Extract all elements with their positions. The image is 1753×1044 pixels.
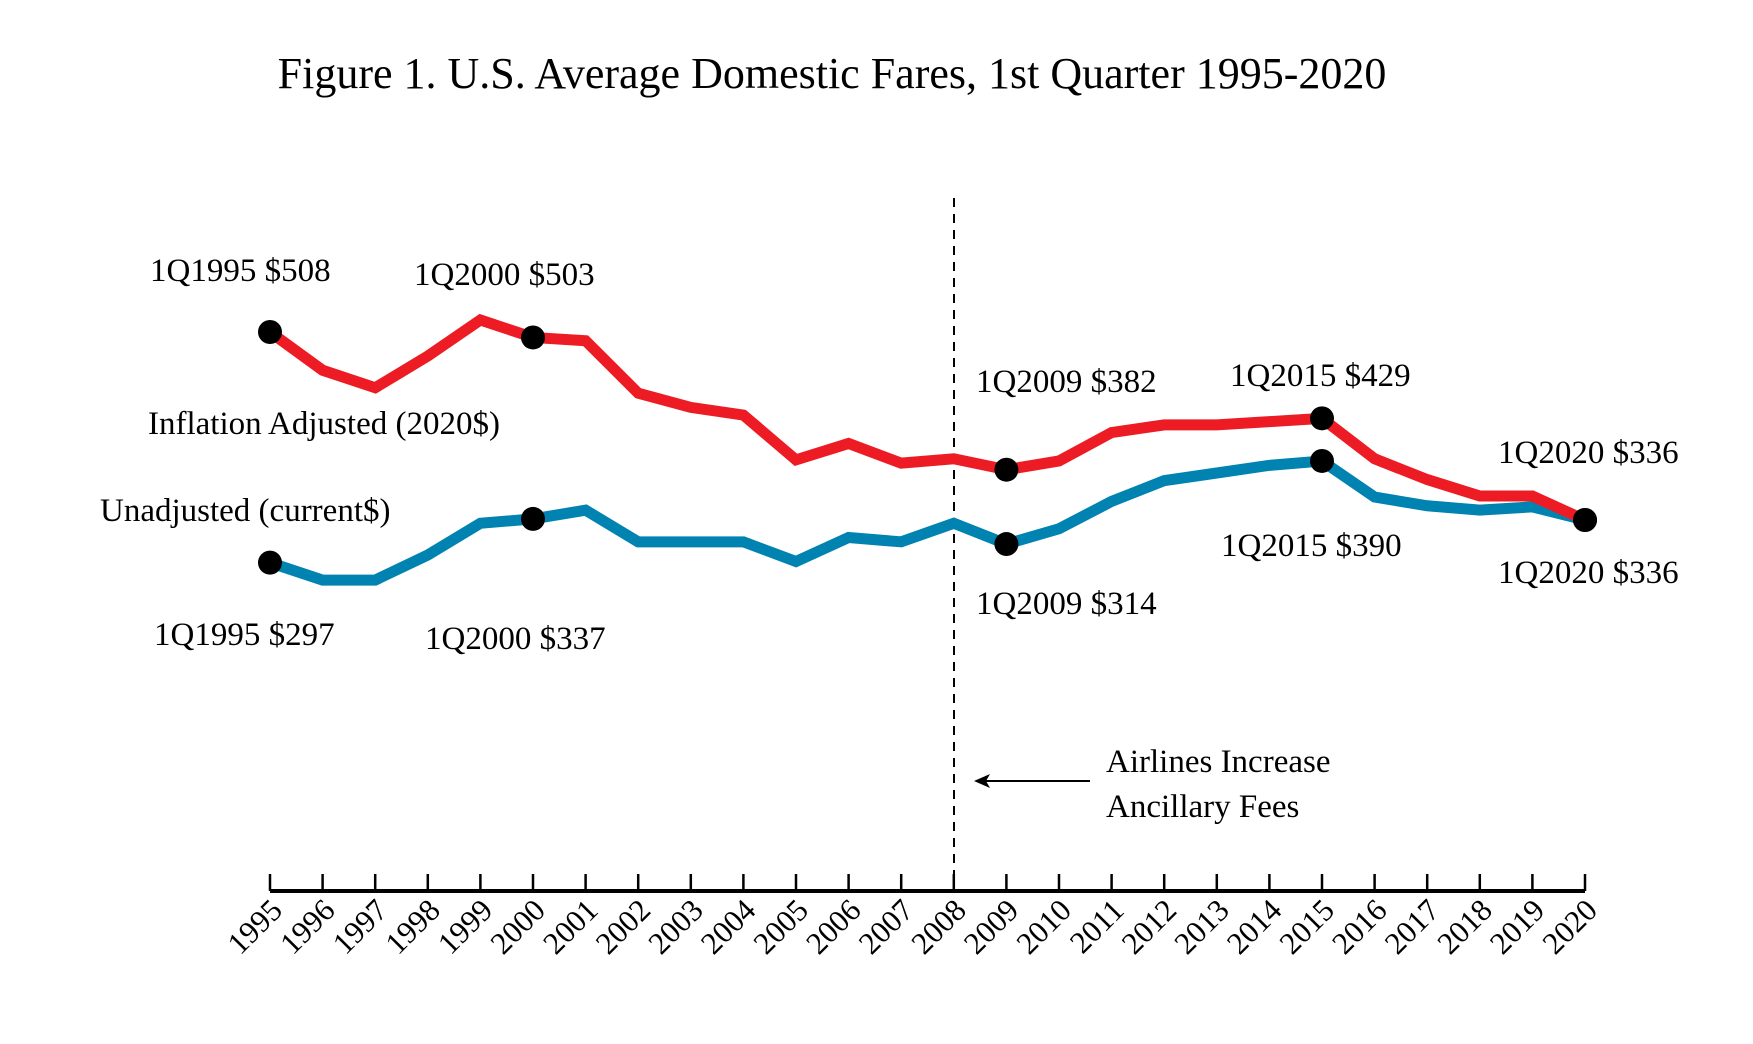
series-lines xyxy=(266,313,1588,586)
x-tick-label-2011: 2011 xyxy=(1063,892,1131,960)
event-label-line2: Ancillary Fees xyxy=(1106,789,1299,825)
event-label-line1: Airlines Increase xyxy=(1106,744,1330,780)
x-tick-label-2004: 2004 xyxy=(694,892,763,961)
data-point-1995-unadjusted xyxy=(258,550,282,575)
data-point-2000-unadjusted xyxy=(521,506,545,531)
annotation-1q2015-adjusted: 1Q2015 $429 xyxy=(1230,358,1411,394)
event-marker: Airlines Increase Ancillary Fees xyxy=(953,198,1330,891)
x-tick-label-1996: 1996 xyxy=(273,892,342,961)
event-arrow-head xyxy=(974,774,990,788)
annotation-1q2020-unadjusted: 1Q2020 $336 xyxy=(1498,555,1679,591)
x-tick-label-2019: 2019 xyxy=(1483,892,1552,961)
x-tick-label-1995: 1995 xyxy=(220,892,289,961)
x-tick-label-2013: 2013 xyxy=(1167,892,1236,961)
annotation-1q2009-unadjusted: 1Q2009 $314 xyxy=(976,586,1157,622)
x-tick-label-1997: 1997 xyxy=(326,892,395,961)
data-point-2015-unadjusted xyxy=(1310,448,1334,473)
x-tick-label-2008: 2008 xyxy=(904,892,973,961)
data-point-2009-unadjusted xyxy=(994,532,1019,557)
x-tick-label-2005: 2005 xyxy=(746,892,815,961)
x-tick-label-2016: 2016 xyxy=(1325,892,1394,961)
series-label-unadjusted: Unadjusted (current$) xyxy=(100,493,390,529)
x-tick-label-2001: 2001 xyxy=(536,892,605,961)
annotation-1q2000-adjusted: 1Q2000 $503 xyxy=(414,257,595,293)
x-tick-label-1999: 1999 xyxy=(431,892,500,961)
x-tick-label-2002: 2002 xyxy=(589,892,658,961)
x-tick-label-2003: 2003 xyxy=(641,892,710,961)
x-tick-label-2009: 2009 xyxy=(957,892,1026,961)
x-tick-label-1998: 1998 xyxy=(378,892,447,961)
series-label-inflation-adjusted: Inflation Adjusted (2020$) xyxy=(148,406,500,442)
annotation-1q1995-unadjusted: 1Q1995 $297 xyxy=(154,617,335,653)
chart-title: Figure 1. U.S. Average Domestic Fares, 1… xyxy=(278,49,1387,98)
data-point-2009-adjusted xyxy=(994,457,1019,482)
annotation-1q2000-unadjusted: 1Q2000 $337 xyxy=(425,621,606,657)
x-tick-label-2014: 2014 xyxy=(1220,892,1289,961)
annotation-1q2009-adjusted: 1Q2009 $382 xyxy=(976,364,1157,400)
x-tick-label-2015: 2015 xyxy=(1272,892,1341,961)
series-line-inflation-adjusted xyxy=(266,313,1588,525)
data-point-2000-adjusted xyxy=(521,325,545,350)
x-tick-label-2017: 2017 xyxy=(1378,892,1447,961)
x-tick-label-2012: 2012 xyxy=(1115,892,1184,961)
x-tick-label-2006: 2006 xyxy=(799,892,868,961)
annotation-1q1995-adjusted: 1Q1995 $508 xyxy=(150,253,331,289)
highlight-points xyxy=(258,320,1597,575)
x-tick-label-2000: 2000 xyxy=(483,892,552,961)
data-point-1995-adjusted xyxy=(258,320,282,344)
annotation-1q2015-unadjusted: 1Q2015 $390 xyxy=(1221,528,1402,564)
x-axis: 1995199619971998199920002001200220032004… xyxy=(220,874,1604,961)
x-tick-label-2020: 2020 xyxy=(1535,892,1604,961)
series-line-unadjusted xyxy=(268,455,1587,586)
data-point-2020-unadjusted xyxy=(1573,507,1597,532)
annotation-1q2020-adjusted: 1Q2020 $336 xyxy=(1498,435,1679,471)
x-tick-label-2007: 2007 xyxy=(852,892,921,961)
x-tick-label-2010: 2010 xyxy=(1009,892,1078,961)
x-tick-label-2018: 2018 xyxy=(1430,892,1499,961)
data-point-2015-adjusted xyxy=(1310,406,1334,431)
